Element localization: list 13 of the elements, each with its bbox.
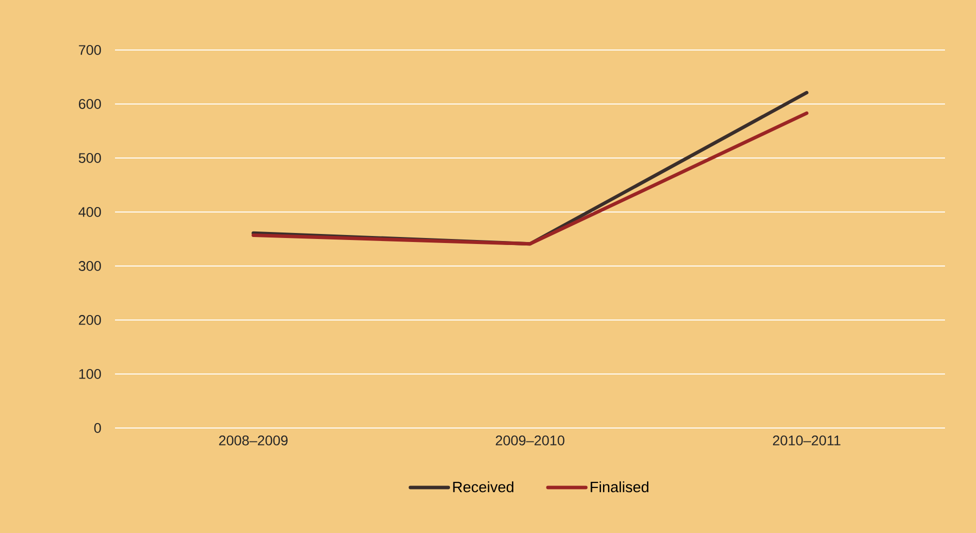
x-tick-label: 2008–2009 bbox=[219, 436, 288, 446]
x-tick-label: 2010–2011 bbox=[772, 436, 840, 446]
y-tick-label: 700 bbox=[78, 45, 101, 55]
y-tick-label: 600 bbox=[78, 99, 101, 109]
x-tick-label: 2009–2010 bbox=[496, 436, 564, 446]
legend-label: Received bbox=[453, 481, 514, 492]
y-tick-label: 200 bbox=[78, 315, 101, 325]
y-tick-label: 300 bbox=[78, 261, 101, 271]
y-tick-label: 400 bbox=[78, 207, 101, 217]
y-tick-label: 100 bbox=[79, 369, 101, 379]
y-tick-label: 500 bbox=[78, 153, 101, 163]
y-tick-label: 0 bbox=[94, 423, 101, 433]
legend-label: Finalised bbox=[590, 481, 648, 492]
